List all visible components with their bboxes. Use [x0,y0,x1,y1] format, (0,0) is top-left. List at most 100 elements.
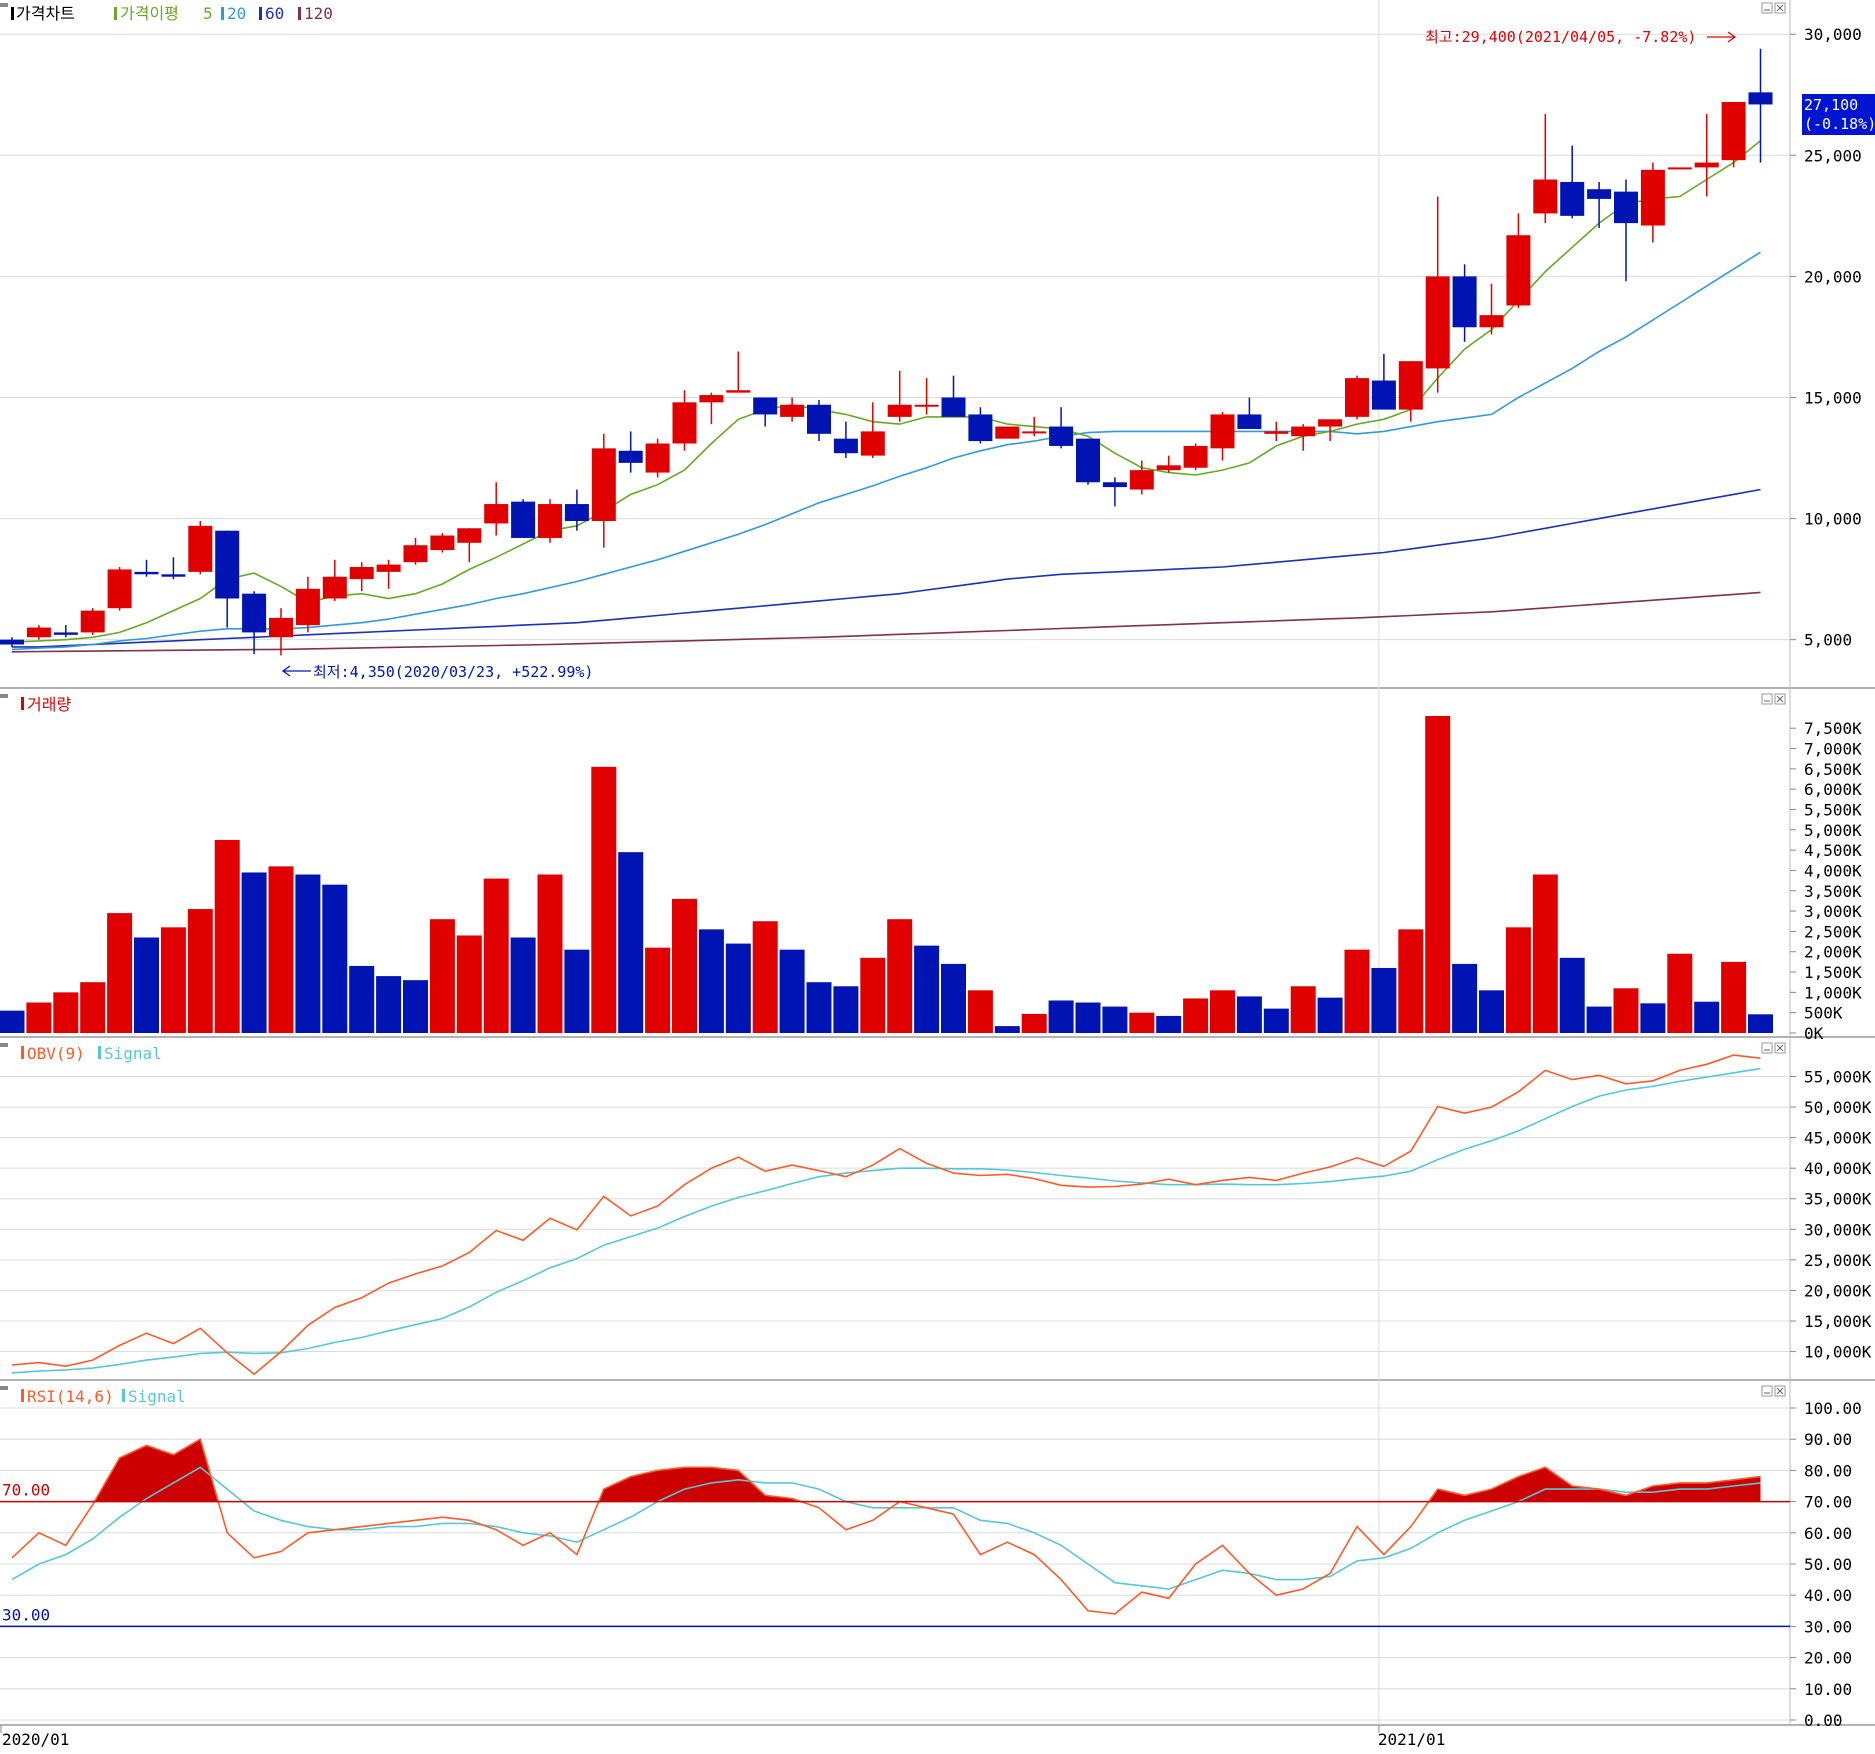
volume-bar [806,982,832,1033]
volume-bar [1317,997,1343,1033]
volume-bar [1210,990,1235,1033]
tick-label: 7,500K [1804,719,1862,738]
tick-label: 60.00 [1804,1524,1852,1543]
high-annotation: 최고:29,400(2021/04/05, -7.82%) [1425,28,1737,46]
current-price: 27,100 [1804,96,1858,114]
tick-label: 10,000 [1804,510,1862,529]
obv-panel: 55,000K 50,000K 45,000K 40,000K 35,000K 30,00… [11,1044,1872,1376]
candle-body [1264,431,1289,434]
candle-body [1318,419,1343,427]
legend-obv-signal[interactable]: Signal [104,1044,162,1063]
legend-ma-title[interactable]: 가격이평 [120,4,179,23]
candle-body [295,588,320,626]
candle-body [1210,414,1235,449]
legend-ma5[interactable]: 5 [203,4,213,23]
legend-ma20[interactable]: 20 [227,4,246,23]
volume-bar [1371,967,1397,1033]
candle-body [1371,380,1396,410]
volume-bar [26,1002,52,1033]
legend-volume-title[interactable]: 거래량 [27,695,71,714]
volume-bar [645,947,671,1033]
legend-rsi-title[interactable]: RSI(14,6) [27,1387,114,1406]
tick-label: 2,000K [1804,943,1862,962]
volume-bar [618,852,644,1033]
tick-label: 500K [1804,1004,1843,1023]
candle-body [1129,470,1154,490]
legend-price-title[interactable]: 가격차트 [16,4,75,23]
rsi-level-lines: 70.00 30.00 [0,1481,1790,1628]
legend-ma120[interactable]: 120 [304,4,333,23]
candle-body [887,404,912,417]
volume-bar [1721,961,1747,1033]
tick-label: 100.00 [1804,1399,1862,1418]
candle-body [1049,426,1074,446]
tick-label: 3,500K [1804,882,1862,901]
panel-handle-icon [0,1386,8,1390]
candle-body [1667,167,1692,170]
candle-body [1640,169,1665,226]
tick-label: 50,000K [1804,1098,1872,1117]
legend-marker [298,7,301,20]
high-arrow-head-icon [1727,31,1737,43]
x-tick-label: 2020/01 [2,1730,69,1749]
panel-minimize-icon[interactable] [1761,2,1773,14]
volume-bar [914,945,940,1033]
panel-minimize-icon[interactable] [1761,1385,1773,1397]
candle-body [0,639,24,645]
candle-body [215,530,240,599]
volume-bar [1236,996,1262,1033]
candle-body [591,448,616,522]
price-legend: 가격차트 가격이평 5 20 60 120 [11,4,333,23]
volume-bar [403,980,428,1033]
tick-label: 15,000 [1804,388,1862,407]
volume-bar [1263,1008,1289,1033]
volume-bar [591,766,617,1033]
volume-bar [887,919,913,1033]
tick-label: 25,000 [1804,146,1862,165]
tick-label: 40,000K [1804,1159,1872,1178]
panel-minimize-icon[interactable] [1761,1042,1773,1054]
low-annotation: 최저:4,350(2020/03/23, +522.99%) [281,663,593,681]
candle-body [1721,102,1746,161]
legend-marker [122,1389,125,1402]
panel-minimize-icon[interactable] [1761,693,1773,705]
tick-label: 2,500K [1804,922,1862,941]
candle-body [1102,482,1127,488]
candle-body [860,431,885,456]
candle-body [995,426,1020,439]
volume-bar [1075,1002,1101,1033]
overbought-area [598,1467,802,1502]
rsi-level-label: 30.00 [2,1605,50,1624]
volume-bar [752,921,778,1033]
obv-legend: OBV(9) Signal [21,1044,162,1063]
volume-bar [672,898,697,1033]
tick-label: 0.00 [1804,1711,1843,1730]
panel-handle-icon [0,3,8,7]
legend-obv-title[interactable]: OBV(9) [27,1044,85,1063]
candle-body [269,617,293,638]
volume-bars [0,716,1773,1033]
tick-label: 4,500K [1804,841,1862,860]
candle-body [618,450,643,463]
volume-bar [1667,953,1693,1033]
volume-bar [1613,988,1639,1033]
rsi-series-line [11,1466,1761,1590]
obv-series-line [11,1054,1761,1376]
price-y-axis: 30,000 25,000 20,000 15,000 10,000 5,000 [1790,25,1862,650]
obv-lines [11,1054,1761,1376]
legend-rsi-signal[interactable]: Signal [128,1387,186,1406]
legend-ma60[interactable]: 60 [265,4,284,23]
tick-label: 5,000K [1804,821,1862,840]
candle-body [242,593,267,633]
volume-bar [349,965,375,1033]
legend-marker [21,1046,24,1059]
panel-close-icon-glyph [1776,4,1784,12]
candle-body [1425,276,1450,369]
tick-label: 25,000K [1804,1251,1872,1270]
current-price-badge [1802,94,1875,135]
ma60-line [12,488,1761,648]
candle-body [430,535,455,551]
candle-body [1452,276,1477,328]
volume-bar [1452,963,1478,1033]
